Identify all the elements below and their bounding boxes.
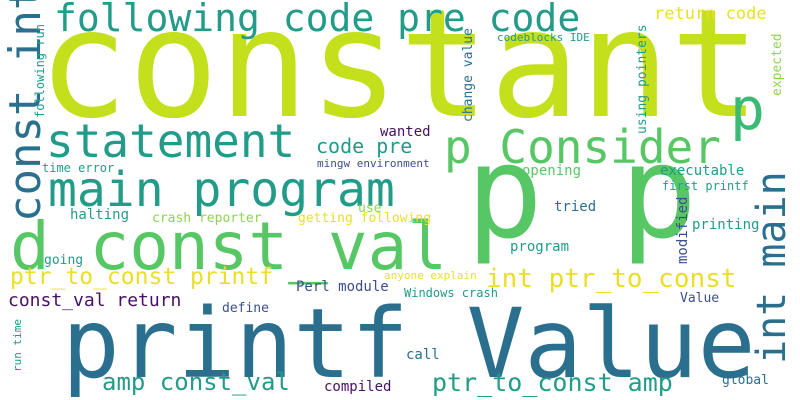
word-p-consider: p Consider: [444, 120, 721, 174]
word-code-pre: code pre: [316, 134, 413, 158]
word-d-const-val: d const_val: [10, 208, 448, 285]
word-expected: expected: [770, 33, 785, 96]
word-modified: modified: [675, 196, 691, 264]
word-codeblocks-ide: codeblocks IDE: [497, 31, 590, 44]
word-windows-crash: Windows crash: [404, 286, 498, 300]
word-value: Value: [680, 291, 720, 306]
word-perl-module: Perl module: [296, 279, 389, 295]
word-crash-reporter: crash reporter: [152, 211, 262, 226]
word-change-value: change value: [461, 28, 476, 122]
word-return-code: return code: [654, 4, 767, 24]
word-statement: statement: [46, 114, 296, 168]
word-int-main: int main: [749, 171, 795, 364]
word-main-program: main program: [48, 162, 395, 218]
word-opening: opening: [522, 163, 582, 179]
word-following-run: following run: [33, 24, 47, 118]
word-p: p: [730, 75, 765, 143]
word-time-error: time error: [42, 161, 115, 175]
word-tried: tried: [554, 199, 597, 215]
word-wanted: wanted: [380, 124, 431, 140]
word-halting: halting: [70, 207, 130, 223]
word-use: use: [358, 201, 382, 216]
word-printing: printing: [692, 217, 760, 233]
word-mingw-environment: mingw environment: [317, 157, 430, 170]
word-amp-const-val: amp const_val: [102, 368, 290, 396]
word-printf-value: printf Value: [62, 288, 756, 400]
word-p-p: p p: [466, 119, 698, 268]
word-ptr-to-const-printf: ptr_to_const printf: [10, 264, 274, 290]
word-executable: executable: [660, 163, 745, 179]
word-getting-following: getting following: [298, 211, 432, 226]
word-first-printf: first printf: [662, 179, 749, 193]
word-constant: constant: [38, 0, 761, 152]
word-following-code-pre-code: following code pre code: [54, 0, 581, 40]
word-const-val-return: const_val return: [8, 290, 182, 311]
word-ptr-to-const-amp: ptr_to_const amp: [432, 368, 673, 397]
word-int-ptr-to-const: int ptr_to_const: [486, 264, 737, 294]
word-call: call: [406, 347, 440, 363]
word-define: define: [222, 301, 269, 316]
word-anyone-explain: anyone explain: [384, 269, 477, 282]
word-global: global: [722, 373, 769, 388]
word-program: program: [510, 239, 570, 255]
word-going: going: [44, 253, 84, 268]
word-compiled: compiled: [324, 379, 392, 395]
word-using-pointers: using pointers: [635, 24, 650, 134]
word-run-time: run time: [11, 319, 24, 372]
